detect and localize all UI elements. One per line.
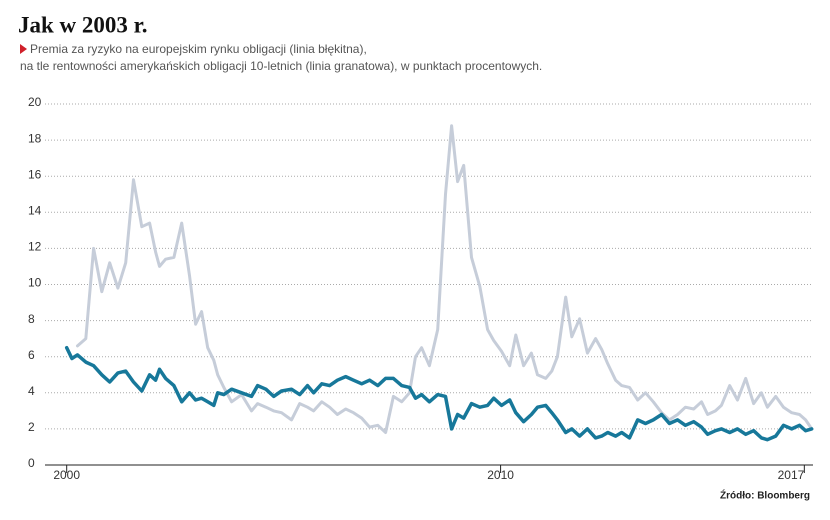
y-tick-label: 2 xyxy=(28,420,35,434)
source: Źródło: Bloomberg xyxy=(720,489,810,502)
y-tick-label: 4 xyxy=(28,384,35,398)
y-tick-label: 0 xyxy=(28,456,35,470)
series-line xyxy=(64,345,814,442)
y-tick-label: 18 xyxy=(28,131,42,145)
x-tick-label: 2000 xyxy=(53,468,80,482)
series-line xyxy=(76,124,814,434)
bullet xyxy=(20,44,27,54)
y-tick-label: 12 xyxy=(28,240,42,254)
y-tick-label: 6 xyxy=(28,348,35,362)
x-tick-label: 2017 xyxy=(778,468,805,482)
y-tick-label: 8 xyxy=(28,312,35,326)
y-tick-label: 16 xyxy=(28,167,42,181)
chart-title: Jak w 2003 r. xyxy=(18,12,148,37)
subtitle: na tle rentowności amerykańskich obligac… xyxy=(20,59,542,73)
y-tick-label: 14 xyxy=(28,203,42,217)
x-tick-label: 2010 xyxy=(487,468,514,482)
subtitle: Premia za ryzyko na europejskim rynku ob… xyxy=(30,42,367,56)
y-tick-label: 20 xyxy=(28,95,42,109)
y-tick-label: 10 xyxy=(28,276,42,290)
